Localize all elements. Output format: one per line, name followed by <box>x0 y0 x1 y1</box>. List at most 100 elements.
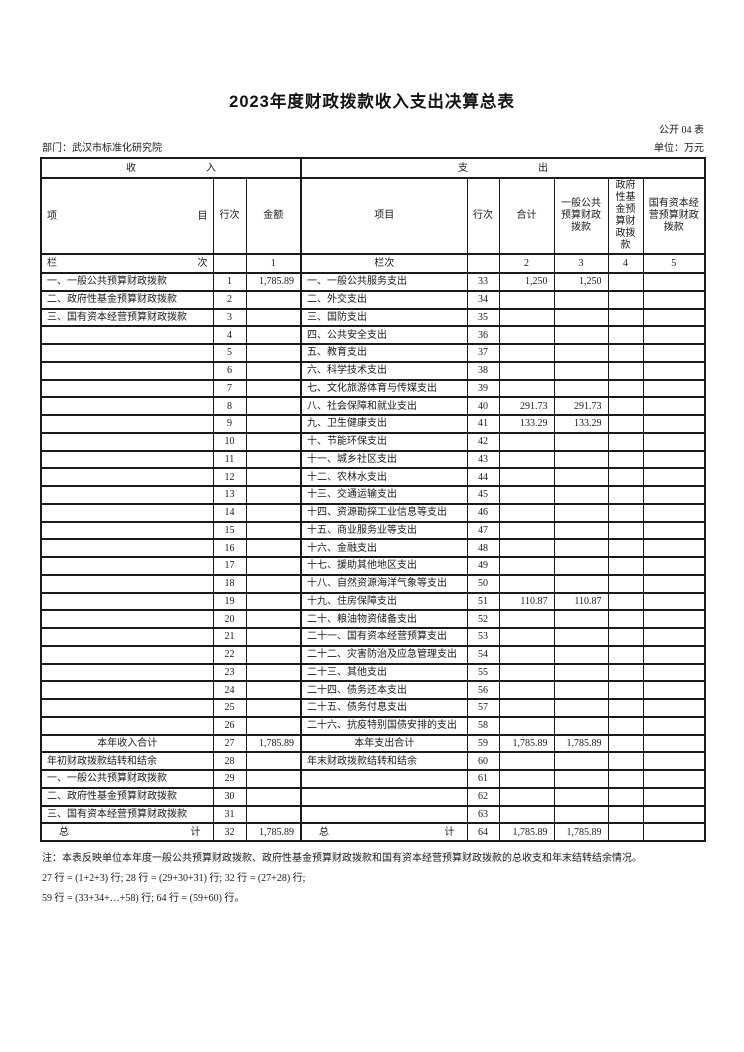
income-item-cell <box>40 627 214 647</box>
income-amount-cell <box>245 786 302 807</box>
page-title: 2023年度财政拨款收入支出决算总表 <box>229 93 515 111</box>
expense-item-cell: 五、教育支出 <box>300 343 468 363</box>
expense-total-cell <box>498 289 555 310</box>
income-item-cell: 二、政府性基金预算财政拨款 <box>40 786 214 807</box>
income-amount-cell <box>245 449 302 470</box>
expense-rowno-cell: 55 <box>466 662 500 683</box>
income-item-cell: 本年收入合计 <box>40 733 214 754</box>
expense-govfund-cell <box>607 396 644 416</box>
table-row: 二、政府性基金预算财政拨款 2 二、外交支出 34 <box>40 289 706 310</box>
expense-total-cell <box>498 431 555 452</box>
note-line: 27 行 = (1+2+3) 行; 28 行 = (29+30+31) 行; 3… <box>42 873 306 884</box>
expense-item-cell: 二十三、其他支出 <box>300 662 468 683</box>
expense-capital-cell <box>642 289 706 310</box>
expense-govfund-cell <box>607 431 644 452</box>
expense-item-cell: 二十一、国有资本经营预算支出 <box>300 627 468 647</box>
expense-capital-cell <box>642 680 706 700</box>
expense-item-cell: 九、卫生健康支出 <box>300 414 468 434</box>
income-item-cell <box>40 414 214 434</box>
income-amount-cell <box>245 751 302 771</box>
expense-total-cell <box>498 609 555 629</box>
expense-govfund-cell <box>607 343 644 363</box>
income-rowno-cell: 15 <box>212 520 247 541</box>
expense-general-cell <box>553 343 609 363</box>
table-row: 22 二十二、灾害防治及应急管理支出 54 <box>40 644 706 665</box>
expense-capital-cell <box>642 822 706 842</box>
income-item-cell <box>40 573 214 594</box>
expense-general-cell: 1,785.89 <box>553 733 609 754</box>
expense-general-cell <box>553 289 609 310</box>
table-row: 24 二十四、债务还本支出 56 <box>40 680 706 700</box>
income-amount-cell <box>245 502 302 523</box>
expense-total-cell: 1,785.89 <box>498 822 555 842</box>
income-rowno-cell: 28 <box>212 751 247 771</box>
expense-rowno-cell: 46 <box>466 502 500 523</box>
expense-rowno-cell: 49 <box>466 556 500 576</box>
expense-general-cell <box>553 485 609 505</box>
expense-rowno-cell: 60 <box>466 751 500 771</box>
expense-rowno-header: 行次 <box>466 177 500 255</box>
expense-capital-cell <box>642 733 706 754</box>
expense-total-cell <box>498 804 555 825</box>
expense-item-cell <box>300 786 468 807</box>
expense-item-cell: 二十二、灾害防治及应急管理支出 <box>300 644 468 665</box>
table-row: 三、国有资本经营预算财政拨款 3 三、国防支出 35 <box>40 307 706 328</box>
note-line: 注：本表反映单位本年度一般公共预算财政拨款、政府性基金预算财政拨款和国有资本经营… <box>42 853 642 864</box>
table-body: 一、一般公共预算财政拨款 1 1,785.89 一、一般公共服务支出 33 1,… <box>40 272 706 842</box>
expense-capital-cell <box>642 769 706 789</box>
expense-capital-cell <box>642 591 706 612</box>
expense-govfund-cell <box>607 591 644 612</box>
expense-govfund-cell <box>607 520 644 541</box>
expense-item-cell: 十三、交通运输支出 <box>300 485 468 505</box>
expense-item-cell: 二十四、债务还本支出 <box>300 680 468 700</box>
expense-total-cell: 1,250 <box>498 272 555 292</box>
expense-total-cell <box>498 360 555 381</box>
income-item-cell <box>40 431 214 452</box>
expense-govfund-cell <box>607 538 644 558</box>
income-rowno-cell: 29 <box>212 769 247 789</box>
expense-total-cell <box>498 485 555 505</box>
income-item-cell <box>40 698 214 718</box>
income-item-cell <box>40 644 214 665</box>
expense-capital-cell <box>642 396 706 416</box>
expense-capital-cell <box>642 573 706 594</box>
expense-govfund-cell <box>607 272 644 292</box>
income-amount-cell: 1,785.89 <box>245 733 302 754</box>
expense-govfund-cell <box>607 627 644 647</box>
expense-lane-rowno-cell <box>466 253 500 274</box>
income-rowno-cell: 24 <box>212 680 247 700</box>
expense-total-cell <box>498 627 555 647</box>
expense-general-cell <box>553 769 609 789</box>
expense-total-cell: 1,785.89 <box>498 733 555 754</box>
table-row: 5 五、教育支出 37 <box>40 343 706 363</box>
expense-govfund-cell <box>607 769 644 789</box>
expense-general-cell: 1,250 <box>553 272 609 292</box>
expense-govfund-cell <box>607 804 644 825</box>
expense-item-cell: 七、文化旅游体育与传媒支出 <box>300 378 468 399</box>
expense-rowno-cell: 39 <box>466 378 500 399</box>
expense-govfund-cell <box>607 786 644 807</box>
table-row: 8 八、社会保障和就业支出 40 291.73 291.73 <box>40 396 706 416</box>
income-amount-cell <box>245 520 302 541</box>
income-amount-cell <box>245 609 302 629</box>
expense-rowno-cell: 61 <box>466 769 500 789</box>
income-item-cell <box>40 449 214 470</box>
expense-govfund-cell <box>607 609 644 629</box>
expense-lane-label: 栏次 <box>300 253 468 274</box>
table-row: 18 十八、自然资源海洋气象等支出 50 <box>40 573 706 594</box>
expense-total-cell <box>498 573 555 594</box>
expense-section-header: 支出 <box>300 157 706 179</box>
table-row: 16 十六、金融支出 48 <box>40 538 706 558</box>
income-rowno-cell: 20 <box>212 609 247 629</box>
income-amount-cell <box>245 396 302 416</box>
income-item-cell <box>40 378 214 399</box>
income-item-cell <box>40 591 214 612</box>
expense-govfund-cell <box>607 414 644 434</box>
income-rowno-cell: 32 <box>212 822 247 842</box>
income-rowno-cell: 2 <box>212 289 247 310</box>
unit-label: 单位：万元 <box>654 143 704 154</box>
income-amount-cell <box>245 485 302 505</box>
income-item-cell <box>40 485 214 505</box>
expense-govfund-cell <box>607 467 644 487</box>
